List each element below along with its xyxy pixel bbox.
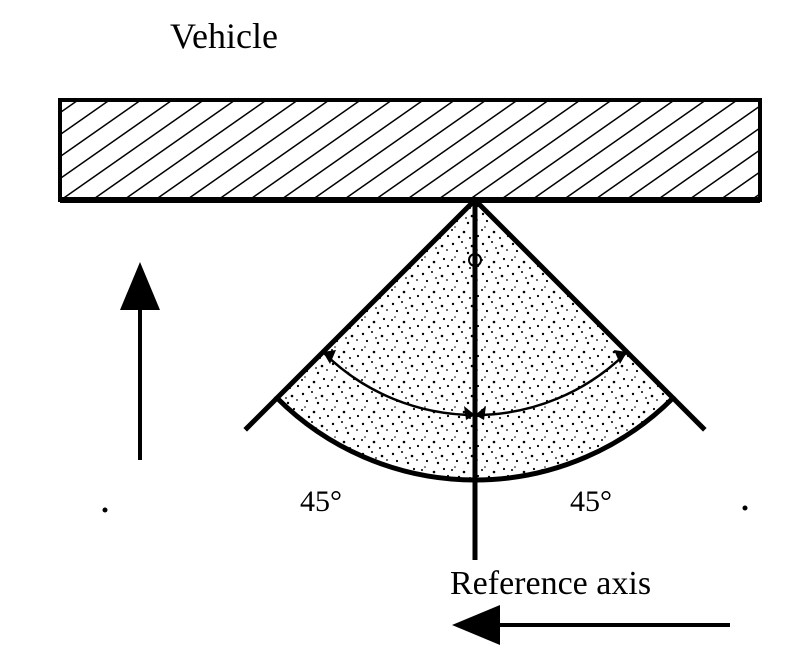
- angle-label-right: 45°: [570, 485, 612, 519]
- diagram-container: Vehicle Reference axis 45° 45°: [0, 0, 803, 663]
- vehicle-body: [60, 100, 760, 200]
- dot-right: [743, 506, 748, 511]
- angle-label-left: 45°: [300, 485, 342, 519]
- cone-edge-right-ext: [673, 398, 705, 430]
- vehicle-label: Vehicle: [170, 15, 278, 57]
- cone-edge-left-ext: [245, 398, 277, 430]
- diagram-svg: [0, 0, 803, 663]
- reference-axis-label: Reference axis: [450, 565, 651, 603]
- dot-left: [103, 508, 108, 513]
